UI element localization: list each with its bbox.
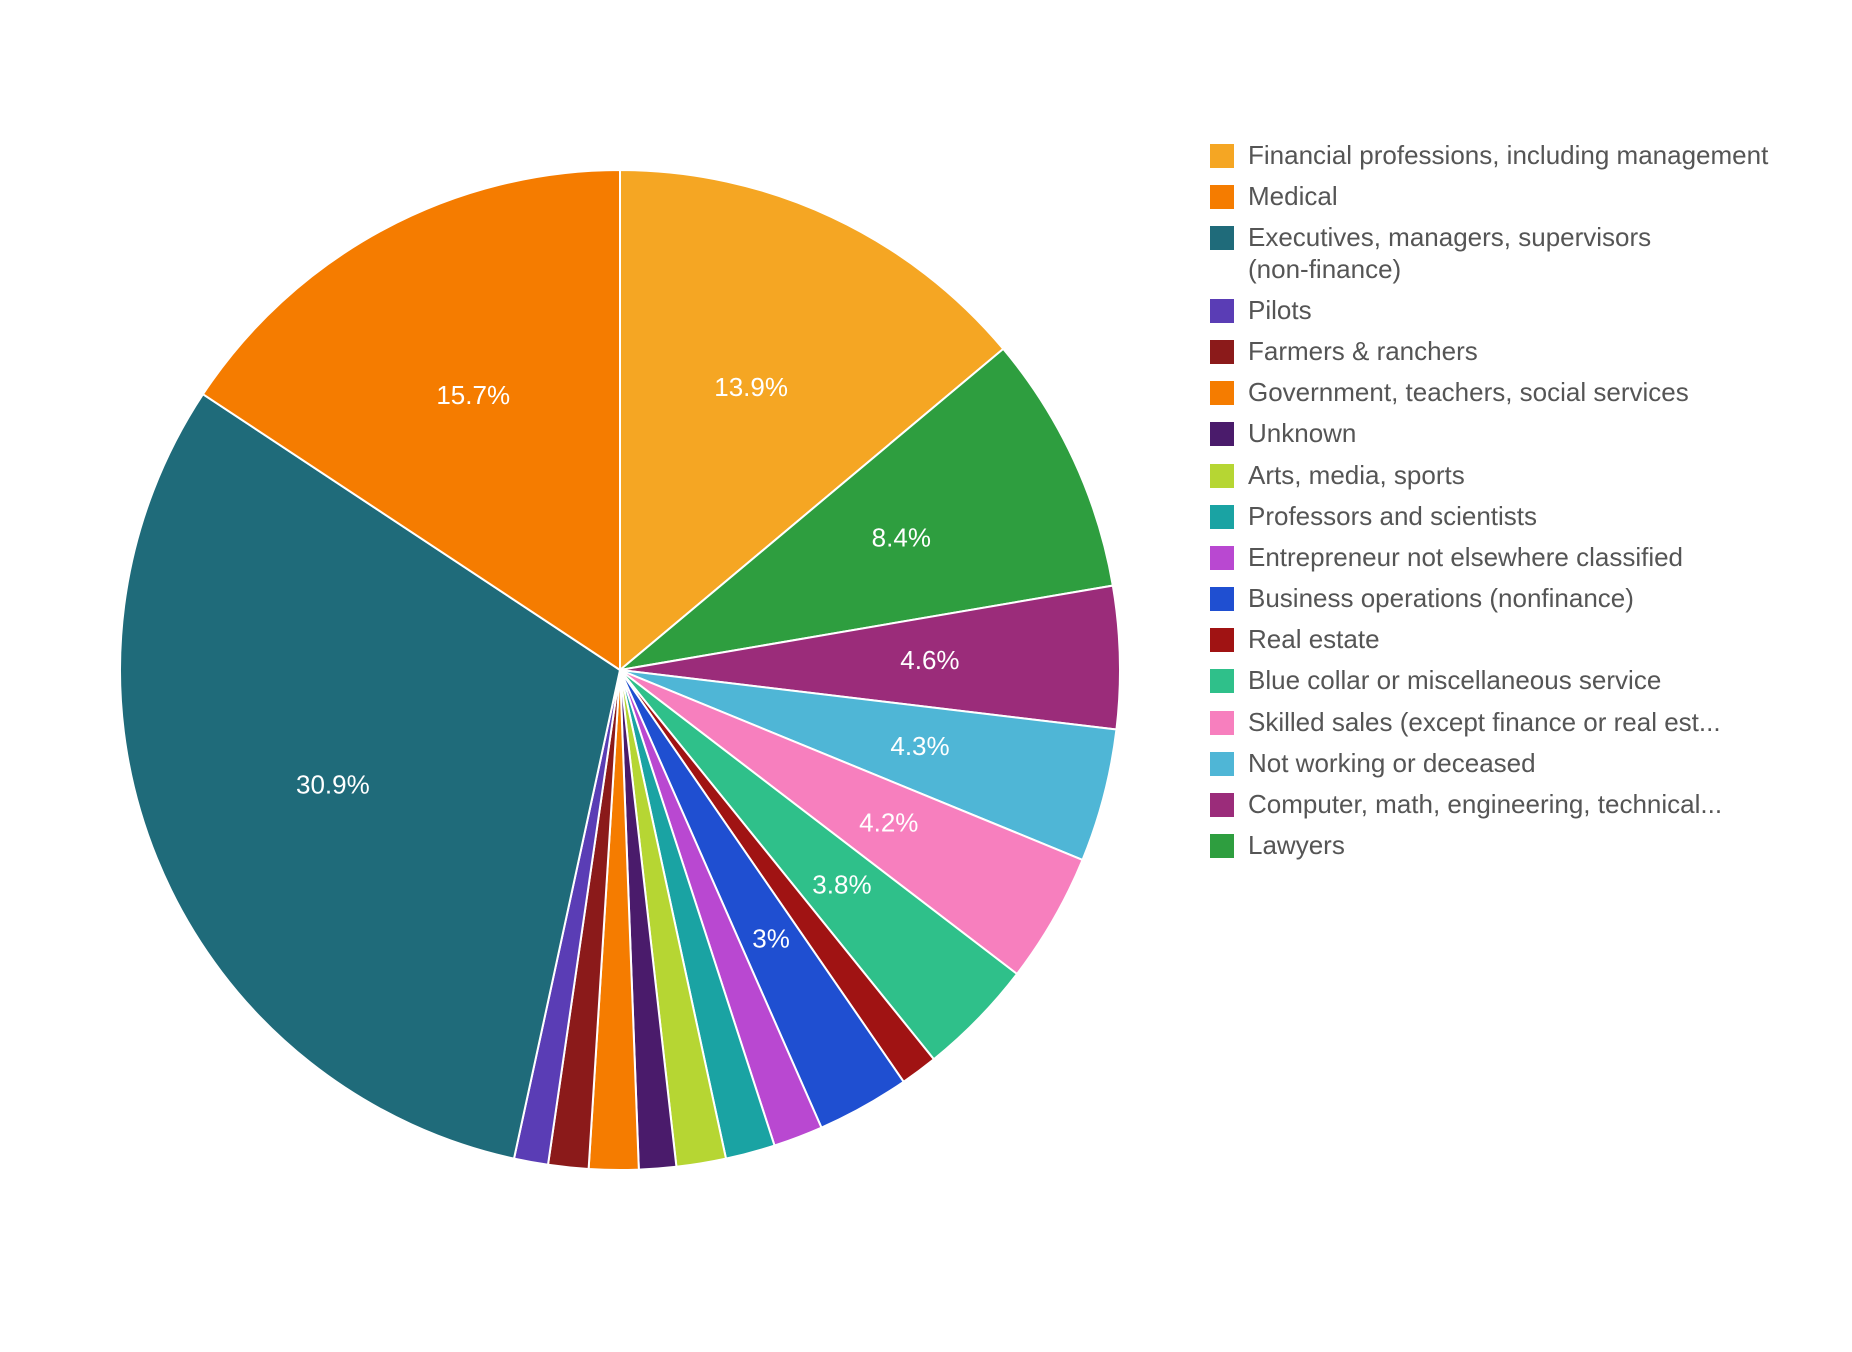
legend-swatch — [1210, 422, 1234, 446]
legend-label: Pilots — [1248, 295, 1312, 326]
legend-item: Professors and scientists — [1210, 501, 1768, 532]
legend-swatch — [1210, 505, 1234, 529]
slice-percent-label: 3% — [752, 924, 790, 954]
legend-label: Government, teachers, social services — [1248, 377, 1689, 408]
legend-swatch — [1210, 381, 1234, 405]
legend-item: Medical — [1210, 181, 1768, 212]
legend-label: Entrepreneur not elsewhere classified — [1248, 542, 1683, 573]
legend-item: Arts, media, sports — [1210, 460, 1768, 491]
legend-item: Executives, managers, supervisors (non-f… — [1210, 222, 1768, 284]
legend-label: Lawyers — [1248, 830, 1345, 861]
slice-percent-label: 15.7% — [436, 380, 510, 410]
legend-label: Skilled sales (except finance or real es… — [1248, 707, 1721, 738]
legend-label: Medical — [1248, 181, 1338, 212]
legend-item: Unknown — [1210, 418, 1768, 449]
legend-item: Government, teachers, social services — [1210, 377, 1768, 408]
legend-item: Real estate — [1210, 624, 1768, 655]
legend-swatch — [1210, 340, 1234, 364]
legend-label: Farmers & ranchers — [1248, 336, 1478, 367]
slice-percent-label: 4.6% — [900, 645, 959, 675]
legend-label: Financial professions, including managem… — [1248, 140, 1768, 171]
legend-swatch — [1210, 464, 1234, 488]
legend-swatch — [1210, 185, 1234, 209]
legend-item: Financial professions, including managem… — [1210, 140, 1768, 171]
pie-slices — [120, 170, 1120, 1170]
legend-swatch — [1210, 793, 1234, 817]
legend-item: Farmers & ranchers — [1210, 336, 1768, 367]
legend-label: Arts, media, sports — [1248, 460, 1465, 491]
legend-item: Blue collar or miscellaneous service — [1210, 665, 1768, 696]
legend-swatch — [1210, 711, 1234, 735]
legend-swatch — [1210, 587, 1234, 611]
legend-label: Real estate — [1248, 624, 1380, 655]
legend-label: Computer, math, engineering, technical..… — [1248, 789, 1722, 820]
slice-percent-label: 13.9% — [714, 372, 788, 402]
legend-label: Unknown — [1248, 418, 1356, 449]
legend-label: Professors and scientists — [1248, 501, 1537, 532]
slice-percent-label: 30.9% — [296, 770, 370, 800]
legend-swatch — [1210, 226, 1234, 250]
slice-percent-label: 3.8% — [812, 869, 871, 899]
legend-item: Skilled sales (except finance or real es… — [1210, 707, 1768, 738]
legend-swatch — [1210, 669, 1234, 693]
legend-swatch — [1210, 299, 1234, 323]
legend-swatch — [1210, 628, 1234, 652]
slice-percent-label: 4.3% — [890, 731, 949, 761]
legend-swatch — [1210, 834, 1234, 858]
legend-item: Lawyers — [1210, 830, 1768, 861]
legend-label: Blue collar or miscellaneous service — [1248, 665, 1661, 696]
pie-chart-container: 13.9% 8.4% 4.6% 4.3% 4.2% 3.8% 3% 30.9% 15.7% Fi… — [0, 0, 1852, 1352]
slice-percent-label: 8.4% — [872, 523, 931, 553]
legend-item: Pilots — [1210, 295, 1768, 326]
legend-label: Business operations (nonfinance) — [1248, 583, 1634, 614]
legend-item: Computer, math, engineering, technical..… — [1210, 789, 1768, 820]
legend-item: Business operations (nonfinance) — [1210, 583, 1768, 614]
legend-label: Executives, managers, supervisors (non-f… — [1248, 222, 1651, 284]
legend-item: Not working or deceased — [1210, 748, 1768, 779]
legend-swatch — [1210, 752, 1234, 776]
chart-legend: Financial professions, including managem… — [1210, 140, 1768, 871]
legend-item: Entrepreneur not elsewhere classified — [1210, 542, 1768, 573]
legend-swatch — [1210, 144, 1234, 168]
slice-percent-label: 4.2% — [859, 807, 918, 837]
legend-label: Not working or deceased — [1248, 748, 1536, 779]
legend-swatch — [1210, 546, 1234, 570]
